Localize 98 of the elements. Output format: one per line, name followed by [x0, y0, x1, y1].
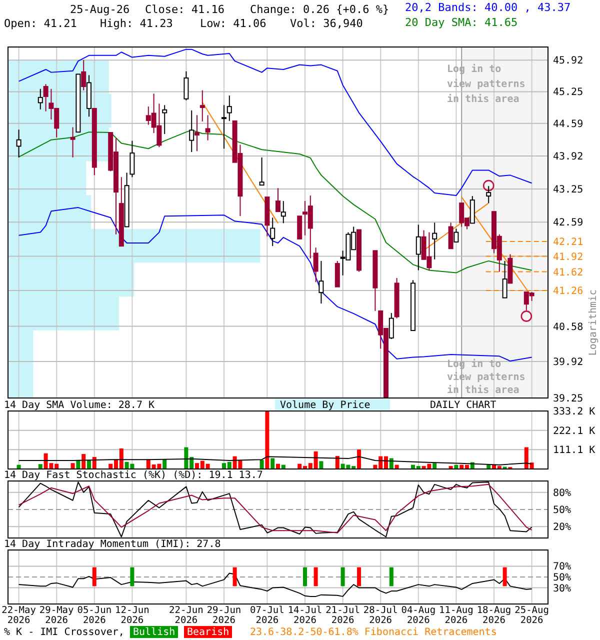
candlestick — [313, 247, 318, 283]
x-tick-label: 21-Jul 2026 — [326, 605, 360, 626]
x-tick-label: 22-Jun 2026 — [169, 605, 204, 626]
text: Vol: 36,940 — [290, 17, 363, 30]
text: Bearish — [187, 627, 230, 638]
text: Close: 41.16 — [145, 3, 224, 16]
bar — [270, 458, 275, 469]
y-tick-label: 40.58 — [553, 322, 584, 333]
candlestick — [416, 224, 421, 271]
x-tick-label: 05-Jun 2026 — [77, 605, 112, 626]
text: 20 Day SMA: 41.65 — [405, 16, 518, 29]
candlestick — [70, 126, 76, 158]
candlestick — [334, 260, 340, 288]
candlestick — [130, 140, 135, 178]
y-tick-label: 30% — [553, 583, 572, 594]
chart-title: 14 Day Fast Stochastic (%K) (%D): 19.1 13.7 — [4, 470, 263, 481]
line-series — [18, 456, 532, 466]
bar — [87, 460, 91, 469]
chart-title: 14 Day SMA Volume: 28.7 K — [4, 400, 155, 411]
ref-line-label: 41.26 — [553, 286, 584, 297]
text: High: 41.23 — [100, 17, 173, 30]
candlestick — [43, 84, 48, 112]
text: Bullish — [133, 627, 176, 638]
text: 20,2 Bands: 40.00 , 43.37 — [405, 1, 571, 14]
candlestick — [486, 186, 492, 204]
x-tick-label: 29-Jun 2026 — [206, 605, 242, 626]
y-tick-label: 43.92 — [553, 151, 584, 162]
x-tick-label: 07-Jul 2026 — [250, 605, 284, 626]
chart-title: 14 Day Intraday Momentum (IMI): 27.8 — [4, 539, 221, 550]
candlestick — [502, 260, 508, 298]
x-tick-label: 18-Aug 2026 — [476, 605, 512, 626]
y-tick-label: 42.59 — [553, 218, 584, 229]
text: Open: 41.21 — [4, 17, 77, 30]
x-tick-label: 04-Aug 2026 — [401, 605, 436, 626]
candlestick — [280, 200, 286, 224]
ref-line-label: 42.21 — [553, 236, 584, 248]
text: Change: 0.26 {+0.6 %} — [250, 3, 390, 16]
bar — [70, 463, 75, 469]
y-tick-label: 45.25 — [553, 87, 584, 98]
x-tick-label: 14-Jul 2026 — [288, 605, 322, 626]
candlestick — [205, 114, 210, 141]
candlestick — [470, 196, 475, 224]
bar — [260, 460, 264, 469]
candlestick — [259, 156, 264, 186]
candlestick — [226, 95, 232, 122]
candlestick — [194, 114, 200, 152]
candlestick — [270, 217, 276, 247]
candlestick — [222, 104, 226, 150]
candlestick — [448, 222, 454, 250]
y-tick-label: 111.1 K — [553, 445, 596, 456]
y-axis-title: Logarithmic — [588, 289, 599, 356]
y-tick-label: 20% — [553, 522, 572, 534]
y-tick-label: 39.92 — [553, 357, 584, 368]
candlestick — [81, 60, 86, 91]
bar — [357, 450, 361, 469]
y-tick-label: 43.25 — [553, 184, 584, 196]
x-tick-label: 12-Jun 2026 — [115, 605, 150, 626]
bar — [82, 454, 86, 469]
y-tick-label: 70% — [553, 562, 572, 573]
y-tick-label: 80% — [553, 488, 572, 499]
x-tick-label: 29-May 2026 — [39, 605, 74, 626]
bar — [38, 464, 42, 469]
ref-line-label: 41.92 — [553, 252, 584, 263]
candlestick — [318, 260, 324, 304]
text: DAILY CHART — [430, 400, 496, 411]
candlestick — [189, 110, 194, 153]
candlestick — [432, 222, 438, 260]
candlestick — [388, 312, 394, 340]
y-tick-label: 50% — [553, 505, 572, 516]
x-tick-label: 28-Jul 2026 — [363, 605, 398, 626]
candlestick — [454, 228, 459, 242]
line-series — [18, 572, 532, 597]
text: Low: 41.06 — [200, 17, 266, 30]
x-tick-label: 22-May 2026 — [2, 605, 36, 626]
text: 25-Aug-26 — [70, 3, 130, 16]
y-tick-label: 45.92 — [553, 56, 584, 67]
candlestick — [38, 88, 43, 110]
candlestick — [297, 216, 302, 240]
bar — [319, 461, 324, 469]
y-tick-label: 50% — [553, 572, 572, 584]
x-tick-label: 11-Aug 2026 — [439, 605, 474, 626]
y-tick-label: 222.1 K — [553, 426, 596, 437]
candlestick — [200, 90, 205, 122]
text: 23.6-38.2-50-61.8% Fibonacci Retracements — [250, 627, 497, 638]
text: Volume By Price — [280, 400, 370, 411]
ref-line-label: 41.62 — [553, 267, 584, 278]
candlestick — [276, 188, 280, 212]
x-tick-label: 25-Aug 2026 — [514, 605, 549, 626]
y-tick-label: 44.59 — [553, 118, 584, 130]
line-series — [18, 48, 532, 196]
line-series — [18, 130, 532, 274]
candlestick — [16, 129, 22, 158]
legend-title: % K - IMI Crossover, — [4, 627, 124, 638]
y-tick-label: 39.25 — [553, 394, 584, 404]
bar — [432, 463, 437, 469]
y-tick-label: 333.2 K — [553, 406, 596, 418]
candlestick — [184, 70, 189, 101]
candlestick — [162, 104, 168, 135]
